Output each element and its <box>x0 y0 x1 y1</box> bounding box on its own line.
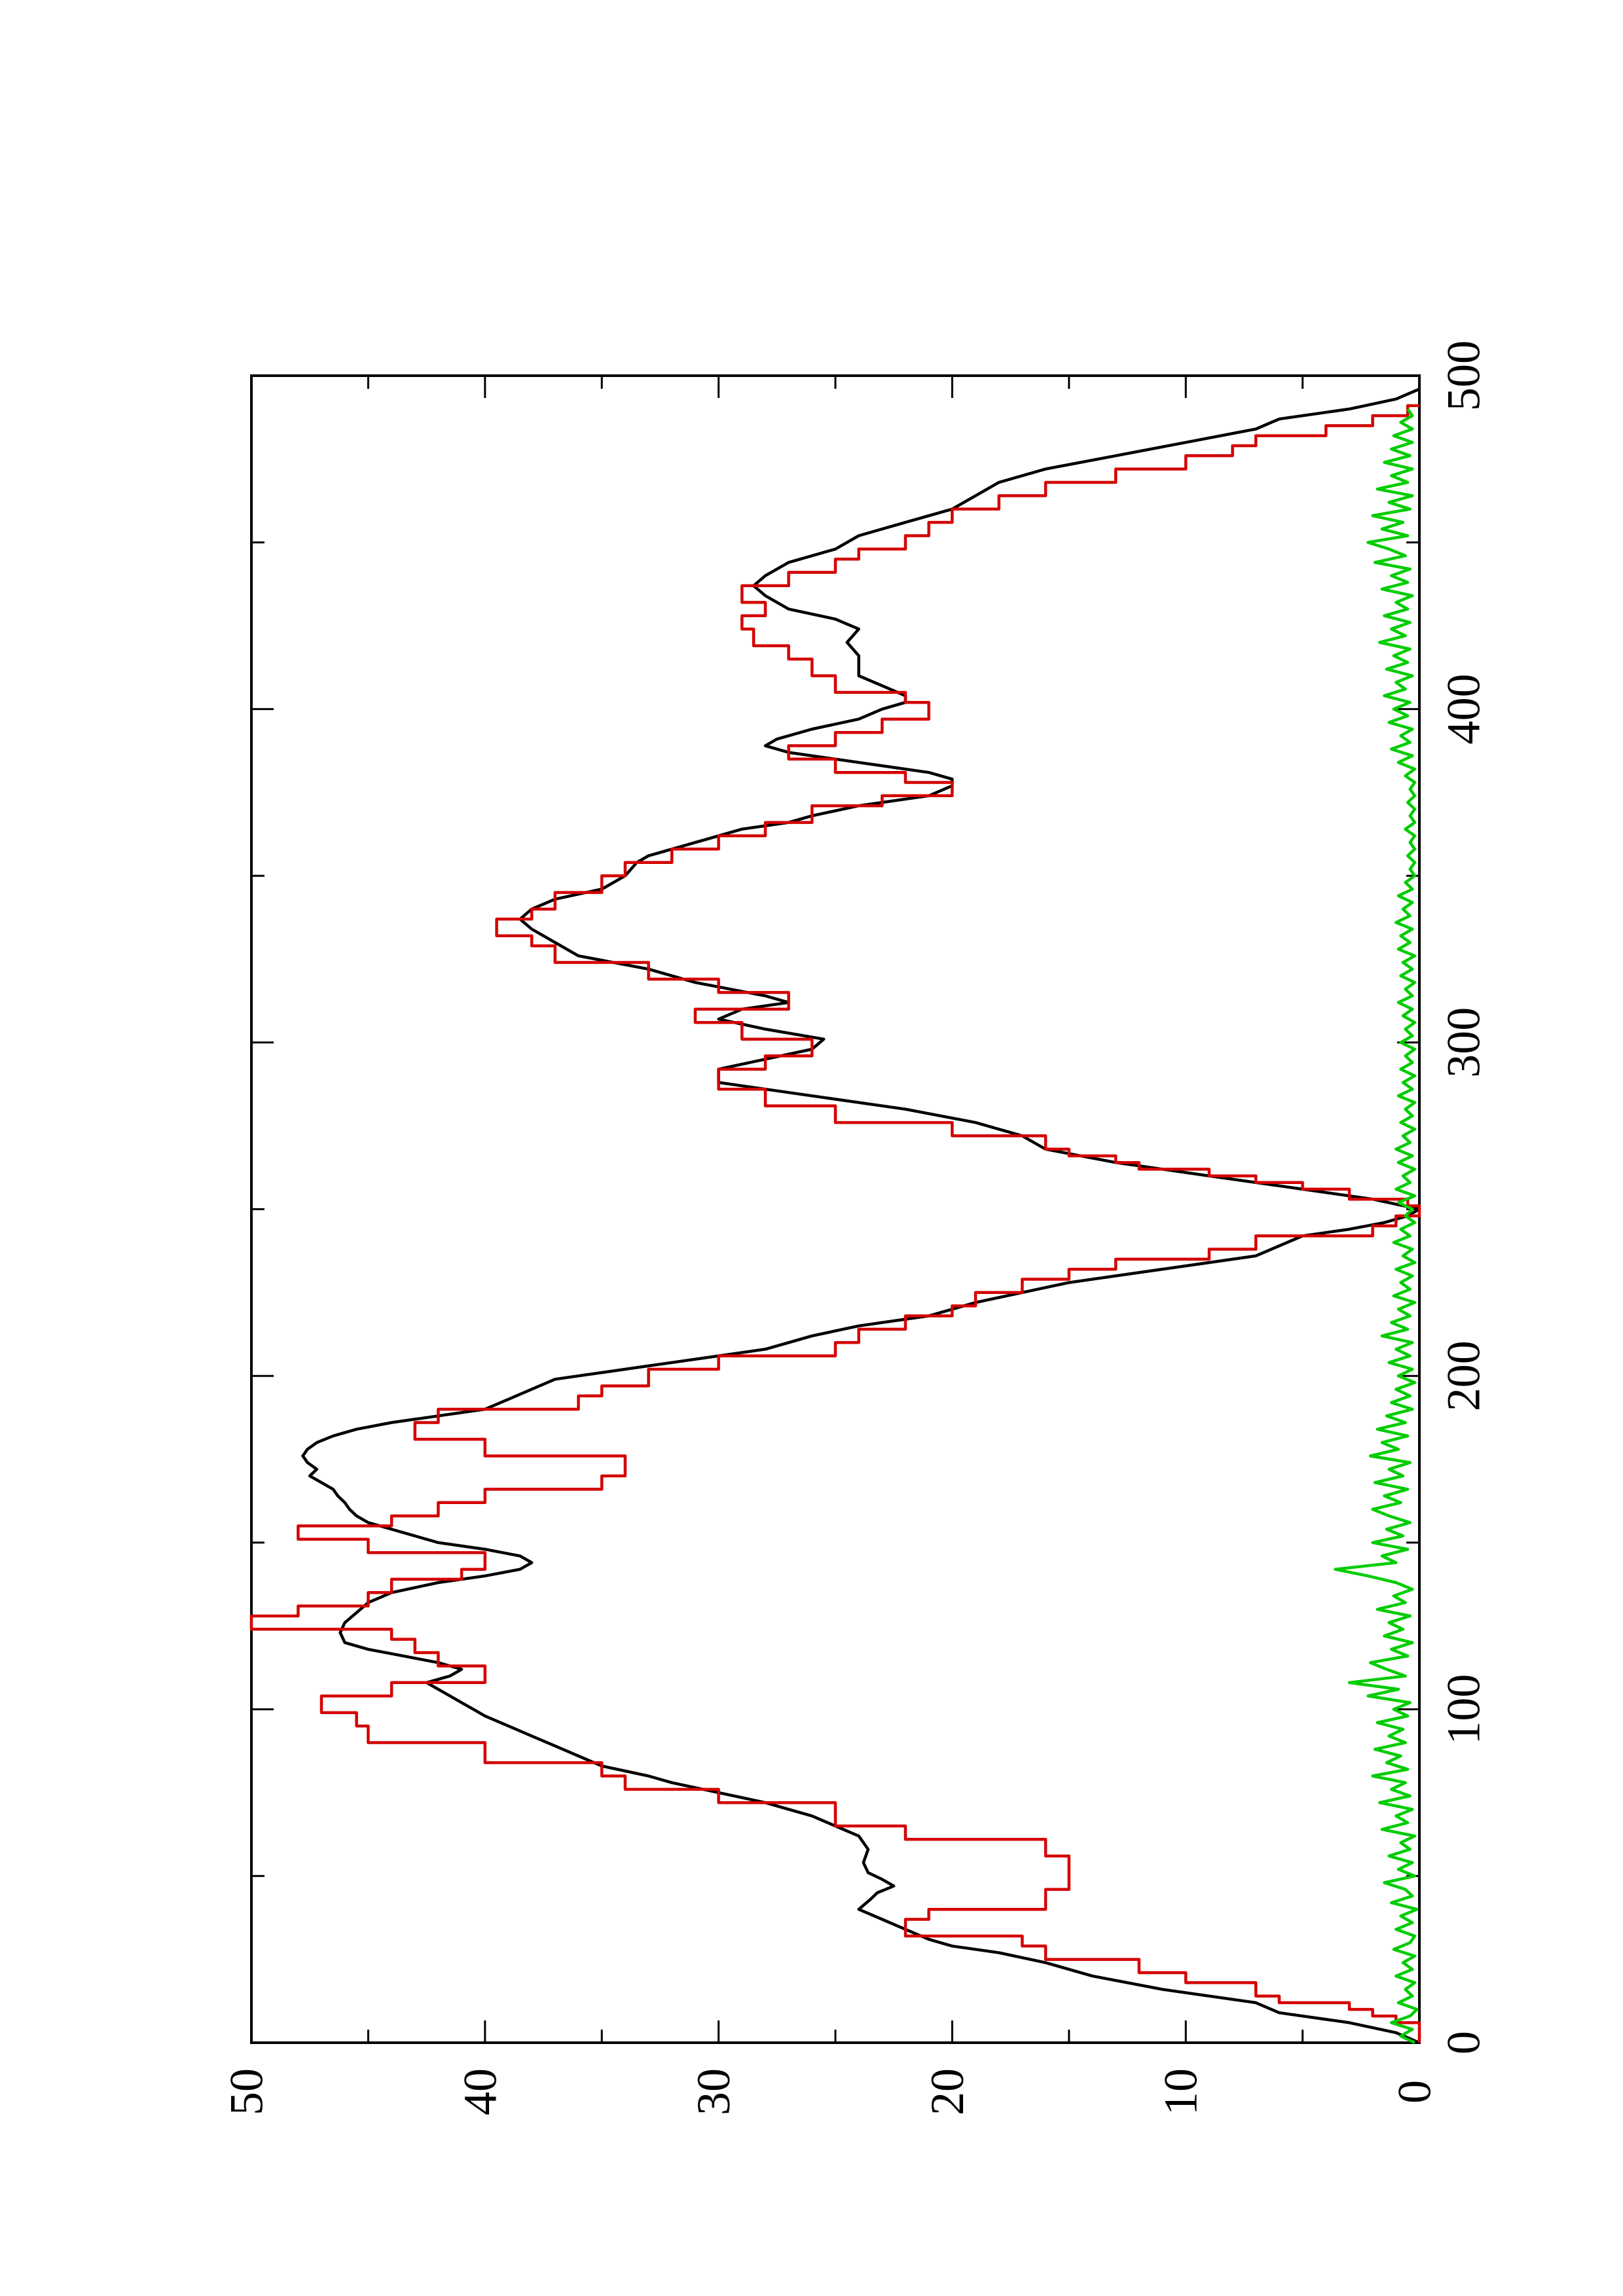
y-tick-label: 50 <box>221 2068 273 2115</box>
y-tick-label: 20 <box>921 2068 974 2115</box>
x-tick-label: 100 <box>1438 1674 1490 1745</box>
y-tick-label: 10 <box>1155 2068 1207 2115</box>
y-tick-label: 30 <box>687 2068 740 2115</box>
x-tick-label: 300 <box>1438 1007 1490 1078</box>
series-group <box>249 387 1421 2045</box>
series-line-3 <box>1334 408 1419 2045</box>
x-tick-label: 0 <box>1438 2031 1490 2054</box>
plot-frame <box>250 374 1421 2044</box>
y-tick-label: 0 <box>1389 2080 1441 2104</box>
series-line-2 <box>249 404 1421 2043</box>
series-line-1 <box>301 387 1421 2045</box>
x-tick-label: 400 <box>1438 673 1490 744</box>
x-tick-label: 500 <box>1438 340 1490 411</box>
tick-labels: 0 100 200 300 400 500 0 10 20 30 40 50 <box>221 340 1490 2115</box>
x-tick-label: 200 <box>1438 1340 1490 1411</box>
axis-ticks <box>250 374 1421 2044</box>
y-tick-label: 40 <box>454 2068 506 2115</box>
